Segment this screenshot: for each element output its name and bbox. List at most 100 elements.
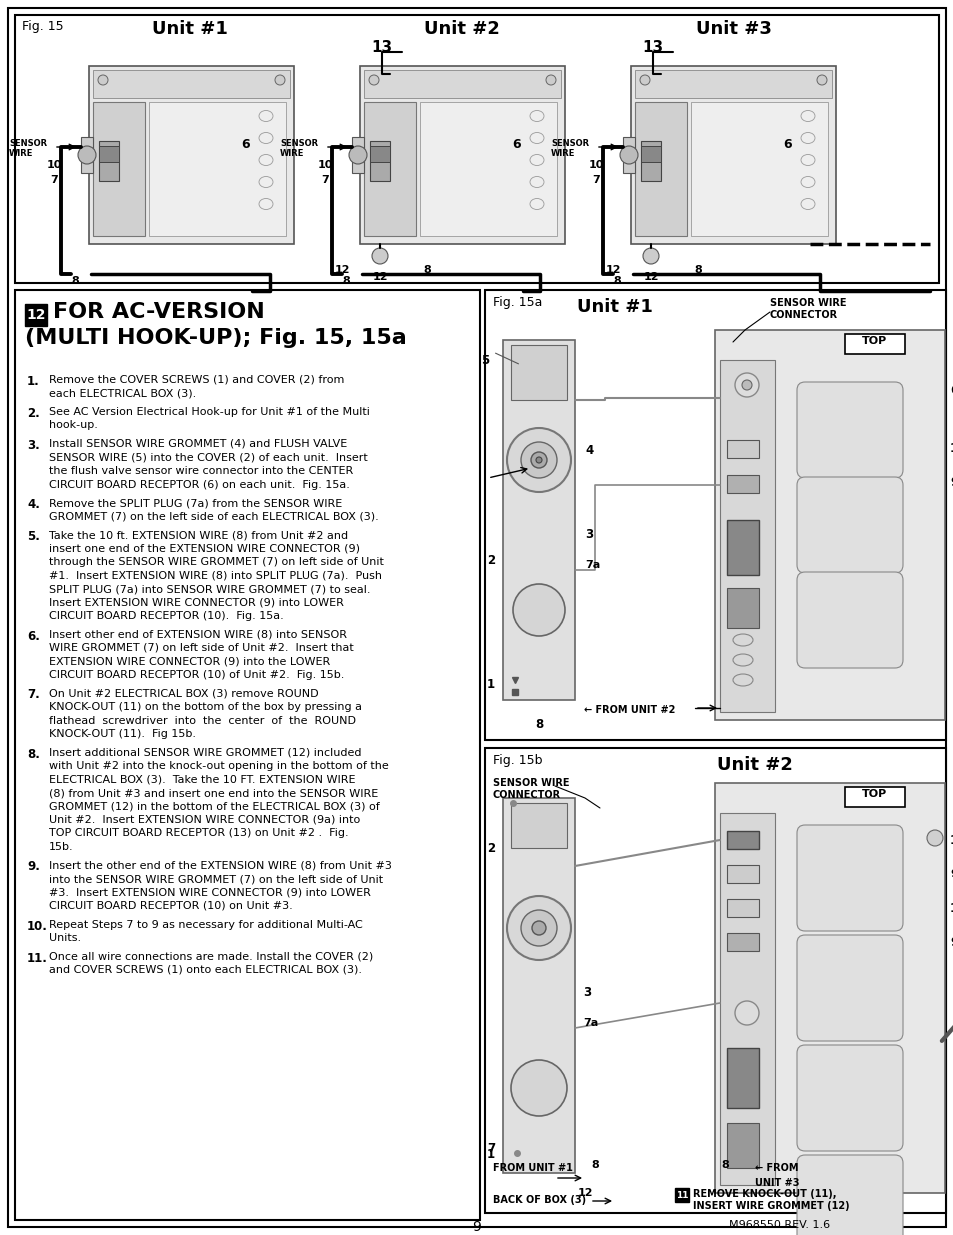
Text: TOP CIRCUIT BOARD RECEPTOR (13) on Unit #2 .  Fig.: TOP CIRCUIT BOARD RECEPTOR (13) on Unit … (49, 829, 348, 839)
Bar (726, 899, 759, 918)
Bar (149, 103, 286, 236)
Text: Insert other end of EXTENSION WIRE (8) into SENSOR: Insert other end of EXTENSION WIRE (8) i… (49, 630, 347, 640)
Circle shape (734, 1002, 759, 1025)
Circle shape (274, 225, 285, 235)
Circle shape (545, 75, 556, 85)
Text: Unit #3: Unit #3 (696, 20, 771, 38)
Text: ELECTRICAL BOX (3).  Take the 10 FT. EXTENSION WIRE: ELECTRICAL BOX (3). Take the 10 FT. EXTE… (49, 774, 355, 784)
Text: 9: 9 (949, 477, 953, 489)
Bar (89, 65, 294, 245)
Text: TOP: TOP (862, 336, 886, 346)
Text: #1.  Insert EXTENSION WIRE (8) into SPLIT PLUG (7a).  Push: #1. Insert EXTENSION WIRE (8) into SPLIT… (49, 571, 381, 580)
Text: EXTENSION WIRE CONNECTOR (9) into the LOWER: EXTENSION WIRE CONNECTOR (9) into the LO… (49, 657, 330, 667)
Text: 12: 12 (27, 308, 46, 322)
Text: 4.: 4. (27, 498, 40, 511)
Circle shape (639, 75, 649, 85)
Circle shape (532, 921, 545, 935)
Text: 8: 8 (342, 275, 350, 287)
Text: UNIT #3: UNIT #3 (754, 1178, 799, 1188)
Circle shape (511, 1060, 566, 1116)
Bar (419, 103, 557, 236)
Bar (511, 345, 566, 400)
Text: FROM UNIT #1: FROM UNIT #1 (493, 1163, 572, 1173)
Circle shape (369, 75, 378, 85)
Text: TOP: TOP (862, 789, 886, 799)
Text: Unit #2: Unit #2 (717, 756, 792, 774)
Text: Once all wire connections are made. Install the COVER (2): Once all wire connections are made. Inst… (49, 951, 373, 962)
Text: SENSOR
WIRE: SENSOR WIRE (280, 140, 317, 158)
Text: 6: 6 (241, 138, 250, 152)
Text: 9: 9 (472, 1220, 481, 1234)
Bar (844, 333, 904, 354)
Text: 3.: 3. (27, 438, 40, 452)
Circle shape (619, 146, 638, 164)
Bar (364, 103, 416, 236)
Circle shape (816, 225, 826, 235)
Text: 11.: 11. (27, 951, 48, 965)
Bar (15, 15, 938, 283)
Text: M968550 REV. 1.6: M968550 REV. 1.6 (729, 1220, 830, 1230)
Circle shape (513, 584, 564, 636)
FancyBboxPatch shape (796, 825, 902, 931)
Bar (630, 65, 835, 245)
Bar (81, 137, 92, 173)
Text: SENSOR WIRE (5) into the COVER (2) of each unit.  Insert: SENSOR WIRE (5) into the COVER (2) of ea… (49, 452, 367, 462)
Bar (720, 813, 774, 1186)
Text: 8.: 8. (27, 747, 40, 761)
Text: 5: 5 (480, 353, 489, 367)
Text: Remove the COVER SCREWS (1) and COVER (2) from: Remove the COVER SCREWS (1) and COVER (2… (49, 375, 344, 385)
Circle shape (349, 146, 367, 164)
Text: 12: 12 (642, 272, 659, 282)
Text: SENSOR WIRE
CONNECTOR: SENSOR WIRE CONNECTOR (493, 778, 569, 799)
Bar (640, 146, 660, 162)
Text: 3: 3 (584, 529, 593, 541)
Text: each ELECTRICAL BOX (3).: each ELECTRICAL BOX (3). (49, 389, 196, 399)
Text: 7: 7 (321, 175, 329, 185)
Text: 8: 8 (535, 718, 542, 731)
Bar (484, 290, 945, 740)
Text: Fig. 15: Fig. 15 (22, 20, 64, 33)
Circle shape (369, 225, 378, 235)
Text: CIRCUIT BOARD RECEPTOR (10) of Unit #2.  Fig. 15b.: CIRCUIT BOARD RECEPTOR (10) of Unit #2. … (49, 671, 344, 680)
Circle shape (639, 225, 649, 235)
Text: hook-up.: hook-up. (49, 420, 98, 431)
Text: 8: 8 (423, 266, 431, 275)
Text: and COVER SCREWS (1) onto each ELECTRICAL BOX (3).: and COVER SCREWS (1) onto each ELECTRICA… (49, 965, 361, 974)
Text: Unit #1: Unit #1 (577, 298, 652, 316)
Circle shape (506, 897, 571, 960)
Bar (726, 1123, 759, 1168)
Circle shape (98, 75, 108, 85)
Text: 10: 10 (949, 902, 953, 914)
Text: #3.  Insert EXTENSION WIRE CONNECTOR (9) into LOWER: #3. Insert EXTENSION WIRE CONNECTOR (9) … (49, 888, 371, 898)
Circle shape (536, 457, 541, 463)
Bar (844, 787, 904, 806)
Bar (370, 146, 390, 162)
Bar (726, 475, 759, 493)
Circle shape (372, 248, 388, 264)
Text: into the SENSOR WIRE GROMMET (7) on the left side of Unit: into the SENSOR WIRE GROMMET (7) on the … (49, 874, 383, 884)
Circle shape (734, 373, 759, 396)
Text: ← FROM: ← FROM (754, 1163, 798, 1173)
Text: WIRE GROMMET (7) on left side of Unit #2.  Insert that: WIRE GROMMET (7) on left side of Unit #2… (49, 643, 354, 653)
Text: Fig. 15a: Fig. 15a (493, 296, 542, 309)
Text: the flush valve sensor wire connector into the CENTER: the flush valve sensor wire connector in… (49, 466, 353, 475)
Text: Unit #2.  Insert EXTENSION WIRE CONNECTOR (9a) into: Unit #2. Insert EXTENSION WIRE CONNECTOR… (49, 815, 360, 825)
Text: 6.: 6. (27, 630, 40, 642)
Bar (714, 330, 944, 720)
Bar (364, 70, 560, 98)
Bar (15, 290, 479, 1220)
Bar (726, 932, 759, 951)
Text: 7a: 7a (584, 559, 599, 571)
Bar (92, 70, 290, 98)
Text: Repeat Steps 7 to 9 as necessary for additional Multi-AC: Repeat Steps 7 to 9 as necessary for add… (49, 920, 362, 930)
Bar (370, 141, 390, 182)
Text: 8: 8 (613, 275, 620, 287)
Text: Units.: Units. (49, 932, 81, 944)
Text: 8: 8 (591, 1160, 598, 1170)
Text: through the SENSOR WIRE GROMMET (7) on left side of Unit: through the SENSOR WIRE GROMMET (7) on l… (49, 557, 383, 567)
Bar (726, 1049, 759, 1108)
Text: 6: 6 (949, 384, 953, 396)
Bar (484, 748, 945, 1213)
Text: insert one end of the EXTENSION WIRE CONNECTOR (9): insert one end of the EXTENSION WIRE CON… (49, 543, 359, 553)
Text: GROMMET (12) in the bottom of the ELECTRICAL BOX (3) of: GROMMET (12) in the bottom of the ELECTR… (49, 802, 379, 811)
